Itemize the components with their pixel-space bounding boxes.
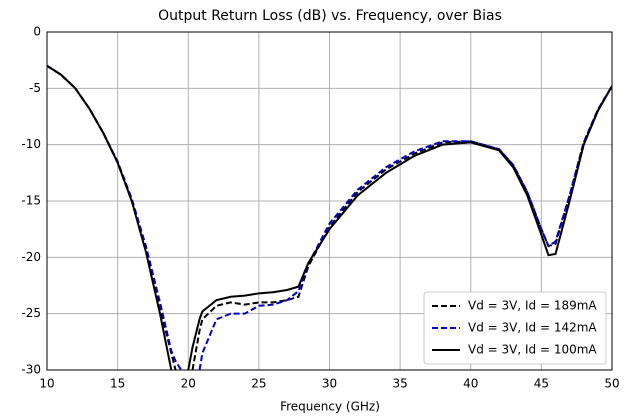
chart-title: Output Return Loss (dB) vs. Frequency, o…: [158, 8, 502, 24]
y-tick-label: -10: [21, 137, 41, 151]
x-axis-label: Frequency (GHz): [280, 400, 380, 414]
plot-area: [47, 64, 612, 370]
legend-box: [423, 291, 607, 365]
x-tick-label: 10: [39, 377, 54, 391]
plot-frame: [46, 31, 613, 371]
x-tick-label: 20: [181, 377, 196, 391]
x-tick-label: 50: [604, 377, 619, 391]
legend-label: Vd = 3V, Id = 189mA: [468, 299, 597, 313]
legend-label: Vd = 3V, Id = 142mA: [468, 321, 597, 335]
y-tick-label: 0: [33, 25, 41, 39]
x-tick-label: 25: [251, 377, 266, 391]
y-tick-label: -5: [29, 81, 41, 95]
y-tick-label: -25: [21, 306, 41, 320]
legend-label: Vd = 3V, Id = 100mA: [468, 343, 597, 357]
x-tick-label: 15: [110, 377, 125, 391]
x-tick-label: 45: [534, 377, 549, 391]
y-tick-label: -30: [21, 363, 41, 377]
y-tick-label: -15: [21, 194, 41, 208]
x-tick-label: 30: [322, 377, 337, 391]
x-tick-label: 40: [463, 377, 478, 391]
legend: Vd = 3V, Id = 189mA Vd = 3V, Id = 142mA Vd…: [423, 291, 607, 365]
x-tick-label: 35: [392, 377, 407, 391]
series-line: [47, 64, 612, 370]
y-tick-label: -20: [21, 250, 41, 264]
